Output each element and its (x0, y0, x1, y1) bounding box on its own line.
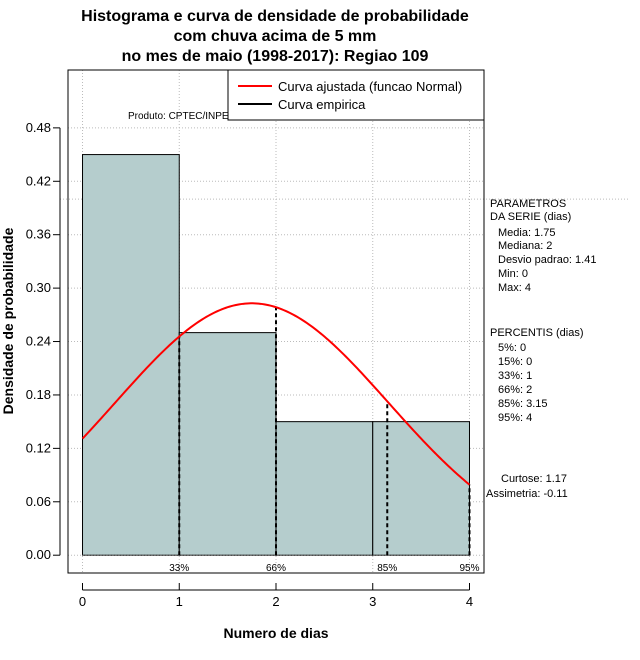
chart-title-line-1: Histograma e curva de densidade de proba… (81, 8, 469, 25)
parametro-item: Max: 4 (498, 282, 531, 294)
y-tick-label: 0.36 (26, 227, 51, 242)
histogram-bar (178, 332, 277, 556)
x-tick-label: 0 (79, 594, 86, 609)
histogram-bar (275, 421, 374, 556)
fitted-normal-curve (81, 302, 471, 486)
chart-title-line-3: no mes de maio (1998-2017): Regiao 109 (122, 48, 429, 65)
percentil-item: 33%: 1 (498, 370, 532, 382)
y-tick-label: 0.12 (26, 440, 51, 455)
axes: 0 1 2 3 4 0.00 0.06 0.12 0.18 0.24 0.30 0.36 0.42 0.4… (26, 120, 473, 609)
percentil-item: 5%: 0 (498, 342, 526, 354)
fitted-curve-group (81, 302, 471, 486)
parametros-panel: PARAMETROS DA SERIE (dias) Media: 1.75 M… (490, 198, 596, 294)
x-tick-label: 4 (466, 594, 473, 609)
percentil-item: 95%: 4 (498, 412, 532, 424)
parametros-title-line-1: PARAMETROS (490, 198, 566, 210)
parametro-item: Min: 0 (498, 268, 528, 280)
chart-title-line-2: com chuva acima de 5 mm (174, 28, 377, 45)
percentil-item: 85%: 3.15 (498, 398, 548, 410)
percentis-title: PERCENTIS (dias) (490, 327, 584, 339)
parametro-item: Media: 1.75 (498, 227, 555, 239)
y-tick-label: 0.24 (26, 334, 51, 349)
y-tick-label: 0.06 (26, 494, 51, 509)
y-axis-title: Densidade de probabilidade (0, 227, 16, 414)
curtose-label: Curtose: 1.17 (501, 473, 567, 485)
x-tick-label: 1 (176, 594, 183, 609)
percentil-item: 66%: 2 (498, 384, 532, 396)
legend-box (227, 69, 485, 121)
y-tick-label: 0.42 (26, 173, 51, 188)
percentile-marker-label: 95% (459, 563, 479, 574)
y-tick-label: 0.30 (26, 280, 51, 295)
parametro-item: Desvio padrao: 1.41 (498, 254, 596, 266)
percentile-marker-label: 85% (377, 563, 397, 574)
x-tick-label: 3 (369, 594, 376, 609)
percentis-panel: PERCENTIS (dias) 5%: 0 15%: 0 33%: 1 66%… (490, 327, 584, 424)
percentile-marker-label: 66% (266, 563, 286, 574)
parametro-item: Mediana: 2 (498, 240, 552, 252)
percentile-markers: 33% 66% 85% 95% (169, 307, 480, 574)
parametros-title-line-2: DA SERIE (dias) (490, 211, 571, 223)
histogram-bar (372, 421, 470, 556)
extra-stats-panel: Curtose: 1.17 Assimetria: -0.11 (486, 473, 568, 500)
legend-label-empirical: Curva empirica (278, 97, 366, 112)
produto-label: Produto: CPTEC/INPE (128, 111, 229, 122)
histogram-bar (82, 154, 180, 556)
x-tick-label: 2 (272, 594, 279, 609)
histogram-bars (82, 154, 470, 556)
y-tick-label: 0.18 (26, 387, 51, 402)
legend-label-fitted: Curva ajustada (funcao Normal) (278, 79, 462, 94)
percentile-marker-label: 33% (169, 563, 189, 574)
x-axis-title: Numero de dias (223, 625, 328, 641)
legend: Curva ajustada (funcao Normal) Curva emp… (227, 69, 485, 121)
y-tick-label: 0.48 (26, 120, 51, 135)
percentil-item: 15%: 0 (498, 356, 532, 368)
y-tick-label: 0.00 (26, 547, 51, 562)
assimetria-label: Assimetria: -0.11 (486, 488, 568, 500)
